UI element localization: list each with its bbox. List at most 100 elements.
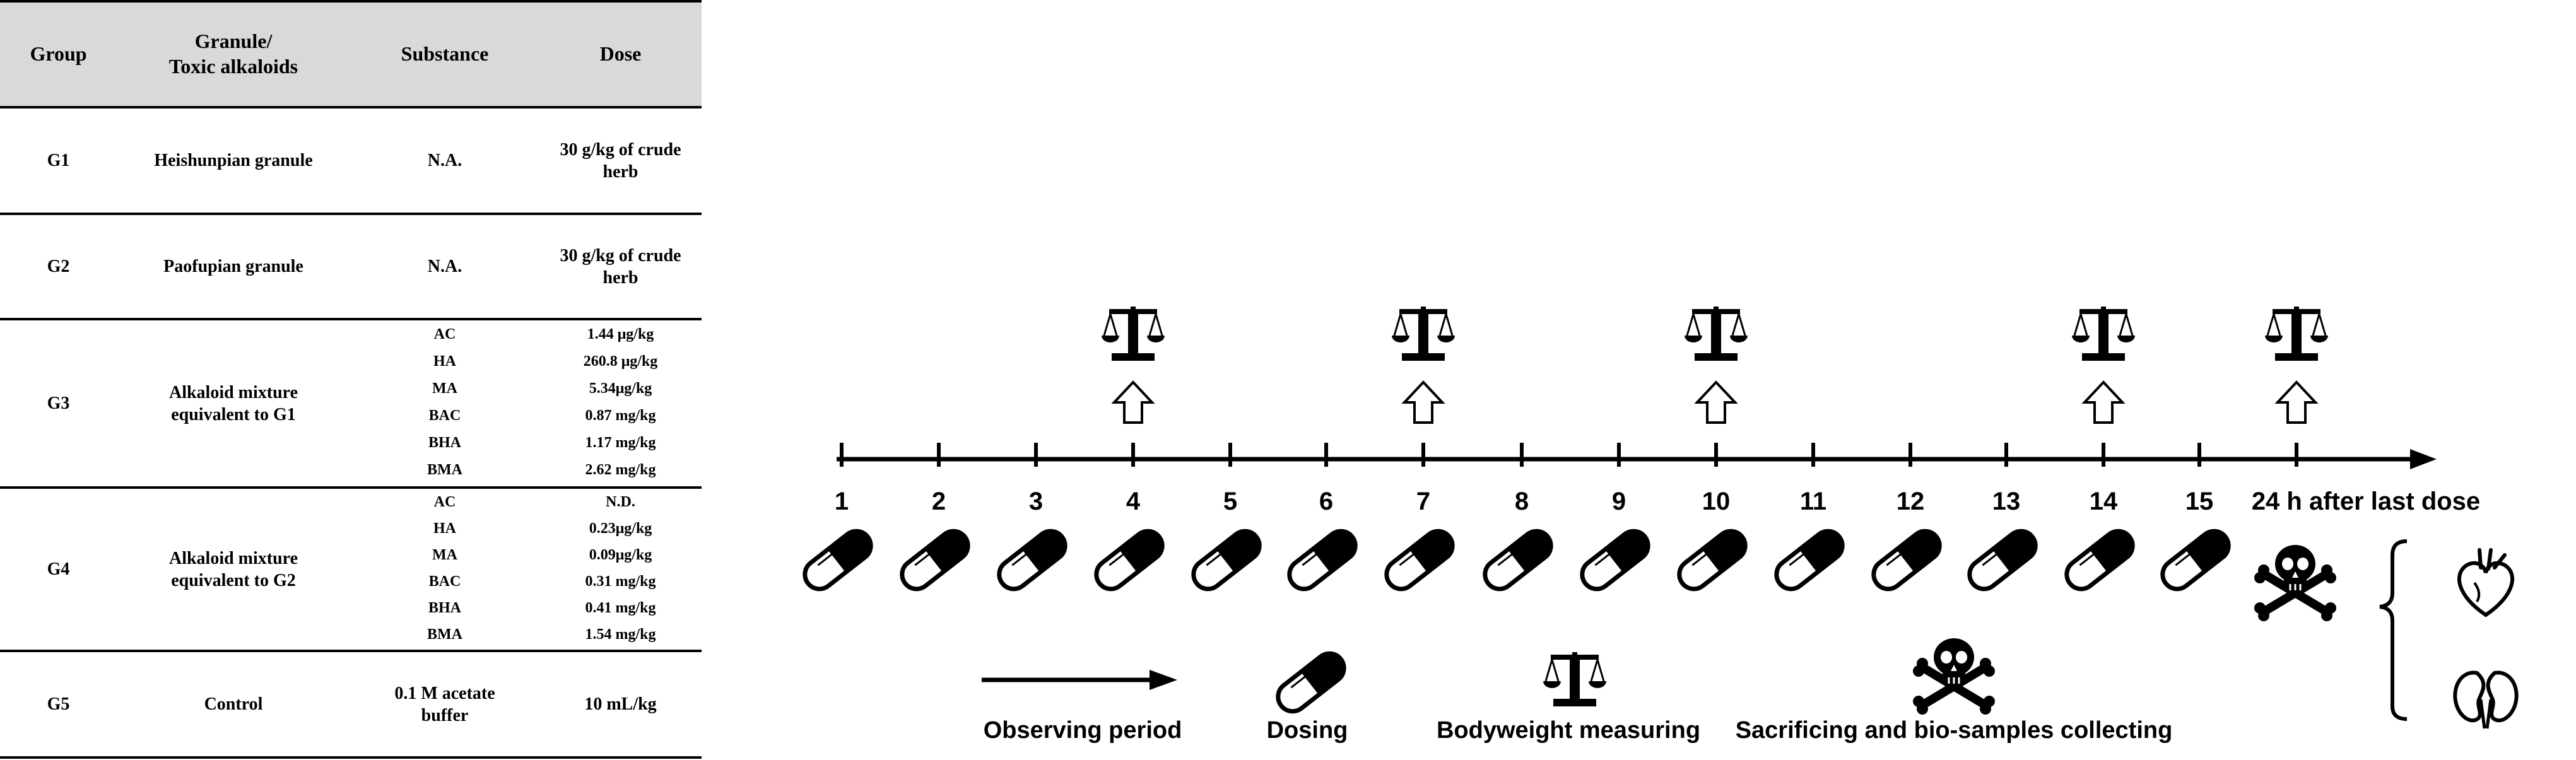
row-g3-dose: 2.62 mg/kg xyxy=(585,462,656,478)
day-label: 5 xyxy=(1223,488,1237,515)
row-g2-dose: 30 g/kg of crude herb xyxy=(560,245,681,288)
skull-crossbones-icon xyxy=(2254,545,2336,621)
pill-capsule-icon xyxy=(1868,525,1946,595)
brace xyxy=(2379,539,2408,721)
day-label: 15 xyxy=(2185,488,2214,515)
pill-capsule-icon xyxy=(1188,525,1266,595)
day-label: 13 xyxy=(1992,488,2021,515)
header-granule: Granule/ Toxic alkaloids xyxy=(117,25,350,82)
up-arrow-icon xyxy=(1113,381,1153,424)
day-label: 7 xyxy=(1416,488,1430,515)
row-g4-substance: BAC xyxy=(428,573,461,590)
row-g4-dose: N.D. xyxy=(606,494,635,510)
row-g1-granule: Heishunpian granule xyxy=(154,151,313,170)
table-rule xyxy=(0,756,702,759)
header-substance: Substance xyxy=(401,42,489,65)
up-arrow-icon xyxy=(2083,381,2124,424)
row-g3-substance: AC xyxy=(433,326,456,342)
row-g4-dose: 0.41 mg/kg xyxy=(585,600,656,616)
legend: Observing period Dosing Bodyweight measu… xyxy=(982,638,2172,744)
row-g2-granule: Paofupian granule xyxy=(163,257,303,276)
pill-capsule-icon xyxy=(1273,648,1350,717)
day-label: 8 xyxy=(1515,488,1529,515)
timeline-ticks xyxy=(840,443,2298,467)
row-g3-substance: HA xyxy=(433,353,456,370)
table-rule xyxy=(0,486,702,489)
heart-icon xyxy=(2457,548,2515,617)
header-dose: Dose xyxy=(599,42,642,65)
treatment-table: Group Granule/ Toxic alkaloids Substance… xyxy=(0,0,702,760)
row-g5-dose: 10 mL/kg xyxy=(584,694,657,714)
table-rule xyxy=(0,0,702,3)
row-g3-group: G3 xyxy=(47,394,70,413)
pill-capsule-icon xyxy=(1964,525,2042,595)
balance-scale-icon xyxy=(2264,305,2329,362)
pill-capsule-icon xyxy=(799,525,877,595)
row-g3-substance: BMA xyxy=(427,462,462,478)
pill-capsule-icon xyxy=(994,525,1071,595)
row-g4-dose: 0.23μg/kg xyxy=(589,520,652,537)
day-label: 9 xyxy=(1612,488,1626,515)
header-granule-line2: Toxic alkaloids xyxy=(168,55,298,78)
balance-scale-icon xyxy=(1683,305,1749,362)
row-g2-substance: N.A. xyxy=(427,257,462,276)
row-g3-dose: 260.8 μg/kg xyxy=(583,353,658,370)
table-rule xyxy=(0,106,702,108)
day-label: 2 xyxy=(932,488,946,515)
row-g5-group: G5 xyxy=(47,694,70,714)
row-g3-dose: 0.87 mg/kg xyxy=(585,407,656,424)
legend-bodyweight: Bodyweight measuring xyxy=(1437,651,1700,744)
day-label: 4 xyxy=(1126,488,1141,515)
up-arrow-icon xyxy=(1696,381,1736,424)
balance-scale-icon xyxy=(1391,305,1456,362)
day-label: 10 xyxy=(1702,488,1731,515)
pill-capsule-icon xyxy=(1771,525,1849,595)
table-rule xyxy=(0,318,702,320)
row-g3-substance: MA xyxy=(432,380,457,397)
legend-sacrifice: Sacrificing and bio-samples collecting xyxy=(1736,638,2173,744)
day-label: 12 xyxy=(1897,488,1925,515)
legend-dosing-label: Dosing xyxy=(1267,717,1348,744)
legend-observing-label: Observing period xyxy=(984,717,1182,744)
balance-scale-icon xyxy=(2071,305,2136,362)
pill-capsule-icon xyxy=(1381,525,1459,595)
row-g4-granule: Alkaloid mixture equivalent to G2 xyxy=(168,548,298,590)
row-g1-group: G1 xyxy=(47,151,70,170)
row-g3-dose: 1.44 μg/kg xyxy=(587,326,654,342)
pill-capsule-icon xyxy=(1577,525,1654,595)
row-g4-dose: 1.54 mg/kg xyxy=(585,626,656,643)
legend-bodyweight-label: Bodyweight measuring xyxy=(1437,717,1700,744)
day-label: 14 xyxy=(2090,488,2118,515)
row-g5-substance: 0.1 M acetate buffer xyxy=(394,683,495,725)
row-g1-dose: 30 g/kg of crude herb xyxy=(560,139,681,182)
row-g4-substance: MA xyxy=(432,547,457,563)
table-rule xyxy=(0,650,702,652)
row-g4-substance: HA xyxy=(433,520,456,537)
day-label: 1 xyxy=(835,488,849,515)
pill-capsule-icon xyxy=(1091,525,1168,595)
row-g4-dose: 0.31 mg/kg xyxy=(585,573,656,590)
day-label: 6 xyxy=(1319,488,1333,515)
row-g3-dose: 5.34μg/kg xyxy=(589,380,652,397)
header-group: Group xyxy=(30,42,87,65)
row-g3-substance: BHA xyxy=(428,435,461,451)
end-label: 24 h after last dose xyxy=(2252,488,2480,515)
row-g4-substance: AC xyxy=(433,494,456,510)
timeline-axis xyxy=(837,449,2437,469)
row-g4-substance: BMA xyxy=(427,626,462,643)
row-g4-substance: BHA xyxy=(428,600,461,616)
table-header xyxy=(0,0,702,107)
row-g1-substance: N.A. xyxy=(427,151,462,170)
skull-crossbones-icon xyxy=(1913,638,1995,715)
table-rule xyxy=(0,213,702,215)
up-arrow-icon xyxy=(2276,381,2317,424)
pill-capsule-icon xyxy=(2061,525,2139,595)
legend-sacrifice-label: Sacrificing and bio-samples collecting xyxy=(1736,717,2173,744)
row-g4-dose: 0.09μg/kg xyxy=(589,547,652,563)
kidney-icon xyxy=(2453,670,2519,729)
balance-scale-icon xyxy=(1100,305,1166,362)
header-granule-line1: Granule/ xyxy=(194,30,273,52)
pill-capsule-icon xyxy=(1674,525,1751,595)
row-g3-granule: Alkaloid mixture equivalent to G1 xyxy=(168,382,298,424)
